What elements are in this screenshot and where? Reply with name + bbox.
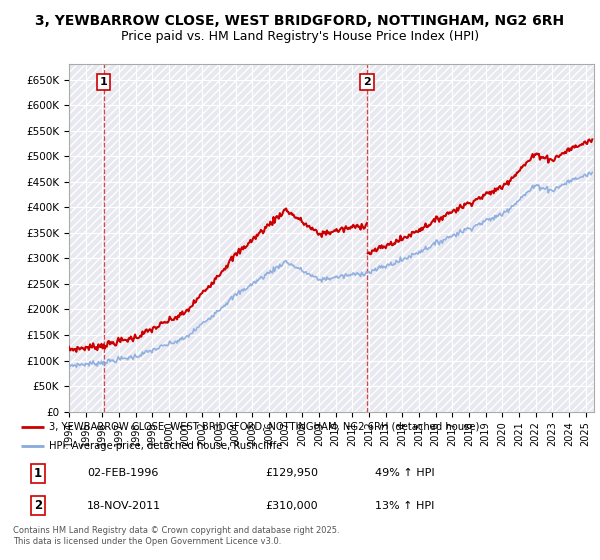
Text: 3, YEWBARROW CLOSE, WEST BRIDGFORD, NOTTINGHAM, NG2 6RH: 3, YEWBARROW CLOSE, WEST BRIDGFORD, NOTT… bbox=[35, 14, 565, 28]
Text: HPI: Average price, detached house, Rushcliffe: HPI: Average price, detached house, Rush… bbox=[49, 441, 283, 450]
Text: 18-NOV-2011: 18-NOV-2011 bbox=[87, 501, 161, 511]
Text: 1: 1 bbox=[100, 77, 108, 87]
Text: 3, YEWBARROW CLOSE, WEST BRIDGFORD, NOTTINGHAM, NG2 6RH (detached house): 3, YEWBARROW CLOSE, WEST BRIDGFORD, NOTT… bbox=[49, 422, 480, 432]
Text: 13% ↑ HPI: 13% ↑ HPI bbox=[375, 501, 434, 511]
Text: Price paid vs. HM Land Registry's House Price Index (HPI): Price paid vs. HM Land Registry's House … bbox=[121, 30, 479, 43]
Text: Contains HM Land Registry data © Crown copyright and database right 2025.
This d: Contains HM Land Registry data © Crown c… bbox=[13, 526, 340, 546]
Text: £129,950: £129,950 bbox=[265, 468, 319, 478]
Bar bbox=[69, 64, 594, 412]
Text: 49% ↑ HPI: 49% ↑ HPI bbox=[375, 468, 434, 478]
Text: 02-FEB-1996: 02-FEB-1996 bbox=[87, 468, 158, 478]
Text: 2: 2 bbox=[363, 77, 371, 87]
Text: 1: 1 bbox=[34, 467, 42, 480]
Text: 2: 2 bbox=[34, 499, 42, 512]
Text: £310,000: £310,000 bbox=[265, 501, 318, 511]
